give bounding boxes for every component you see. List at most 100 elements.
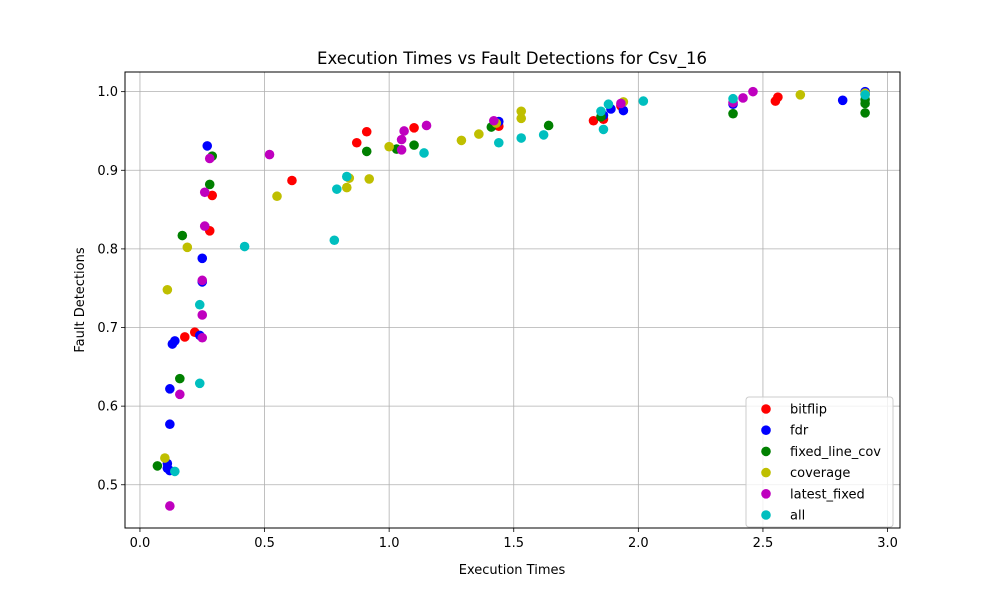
data-point-coverage	[516, 106, 527, 117]
data-point-fixed_line_cov	[175, 373, 185, 384]
data-point-all	[194, 299, 205, 310]
data-point-fixed_line_cov	[152, 461, 163, 471]
data-point-latest_fixed	[165, 501, 175, 511]
data-point-bitflip	[409, 123, 419, 133]
legend-label-latest_fixed: latest_fixed	[790, 487, 865, 502]
data-point-all	[329, 235, 340, 246]
data-point-latest_fixed	[616, 98, 626, 109]
data-point-coverage	[272, 191, 282, 202]
data-point-latest_fixed	[197, 275, 208, 286]
legend-label-bitflip: bitflip	[790, 403, 827, 418]
data-point-latest_fixed	[204, 153, 215, 164]
data-point-fixed_line_cov	[204, 179, 215, 190]
legend-marker-all	[761, 510, 771, 520]
y-tick-label: 1.0	[97, 85, 118, 100]
data-point-all	[728, 93, 738, 104]
chart-title: Execution Times vs Fault Detections for …	[317, 49, 707, 69]
data-point-latest_fixed	[197, 332, 208, 343]
data-point-latest_fixed	[399, 126, 409, 136]
data-point-coverage	[162, 284, 173, 295]
data-point-latest_fixed	[264, 149, 275, 160]
data-point-latest_fixed	[199, 187, 210, 198]
x-tick-label: 0.5	[254, 536, 275, 551]
x-tick-label: 0.0	[130, 536, 151, 551]
data-point-coverage	[341, 182, 352, 193]
data-point-fdr	[837, 95, 848, 106]
data-point-coverage	[474, 129, 484, 139]
data-point-latest_fixed	[421, 120, 432, 131]
data-point-latest_fixed	[197, 310, 208, 320]
data-point-fixed_line_cov	[409, 140, 419, 150]
data-point-bitflip	[588, 115, 599, 126]
data-point-all	[603, 99, 614, 110]
legend-label-fdr: fdr	[790, 424, 809, 439]
legend-marker-fdr	[761, 425, 771, 436]
x-axis-label: Execution Times	[459, 563, 566, 578]
x-tick-label: 2.5	[753, 536, 774, 551]
data-point-fdr	[165, 419, 175, 430]
data-point-fixed_line_cov	[860, 108, 870, 118]
data-point-bitflip	[207, 190, 218, 201]
data-point-latest_fixed	[396, 145, 407, 155]
y-axis-label: Fault Detections	[73, 247, 88, 352]
data-point-coverage	[160, 453, 170, 463]
data-point-all	[493, 137, 504, 148]
data-point-coverage	[364, 174, 375, 184]
data-point-coverage	[516, 113, 527, 124]
data-point-bitflip	[351, 137, 362, 148]
data-point-bitflip	[361, 126, 372, 137]
data-point-coverage	[456, 135, 467, 146]
x-tick-label: 1.5	[503, 536, 524, 551]
legend-label-coverage: coverage	[790, 466, 850, 481]
data-point-all	[596, 106, 606, 117]
data-point-latest_fixed	[748, 86, 758, 97]
data-point-coverage	[384, 141, 394, 152]
legend-marker-bitflip	[761, 404, 771, 414]
data-point-bitflip	[773, 92, 783, 102]
data-point-coverage	[182, 242, 193, 253]
data-point-fdr	[197, 253, 208, 264]
legend-label-fixed_line_cov: fixed_line_cov	[790, 445, 881, 460]
legend-marker-fixed_line_cov	[761, 446, 771, 457]
y-tick-label: 0.7	[97, 321, 118, 336]
data-point-all	[341, 171, 352, 182]
data-point-bitflip	[287, 175, 297, 186]
data-point-latest_fixed	[738, 93, 748, 103]
data-point-coverage	[795, 90, 806, 100]
x-tick-label: 1.0	[379, 536, 400, 551]
x-tick-label: 2.0	[628, 536, 649, 551]
data-point-all	[860, 90, 870, 100]
legend-marker-latest_fixed	[761, 489, 771, 499]
data-point-all	[170, 466, 180, 477]
legend-marker-coverage	[761, 467, 771, 478]
data-point-all	[598, 124, 609, 135]
data-point-all	[538, 130, 549, 140]
data-points	[152, 86, 870, 511]
data-point-fixed_line_cov	[543, 120, 554, 131]
data-point-latest_fixed	[396, 134, 407, 145]
y-tick-label: 0.9	[97, 164, 118, 179]
data-point-all	[194, 378, 205, 389]
x-tick-label: 3.0	[877, 536, 898, 551]
data-point-all	[638, 96, 649, 106]
data-point-all	[419, 148, 429, 158]
legend: bitflip fdr fixed_line_cov coverage latest_f…	[745, 396, 894, 528]
data-point-fixed_line_cov	[177, 230, 188, 241]
axis-ticks: 0.0 0.5 1.0 1.5 2.0 2.5 3.0 0.5 0.6 0.7 0.8 0.9 1.0	[97, 85, 898, 551]
y-tick-label: 0.8	[97, 242, 118, 257]
data-point-fdr	[165, 384, 175, 394]
y-tick-label: 0.6	[97, 400, 118, 415]
legend-box	[745, 396, 894, 528]
legend-label-all: all	[790, 509, 805, 524]
data-point-bitflip	[180, 332, 190, 342]
data-point-all	[239, 241, 250, 252]
data-point-latest_fixed	[175, 389, 185, 400]
data-point-fdr	[170, 336, 180, 346]
data-point-latest_fixed	[489, 115, 499, 126]
data-point-fdr	[202, 141, 213, 151]
data-point-latest_fixed	[199, 221, 210, 231]
data-point-all	[332, 184, 342, 194]
plot-area-frame	[124, 71, 901, 529]
data-point-fixed_line_cov	[361, 146, 372, 157]
